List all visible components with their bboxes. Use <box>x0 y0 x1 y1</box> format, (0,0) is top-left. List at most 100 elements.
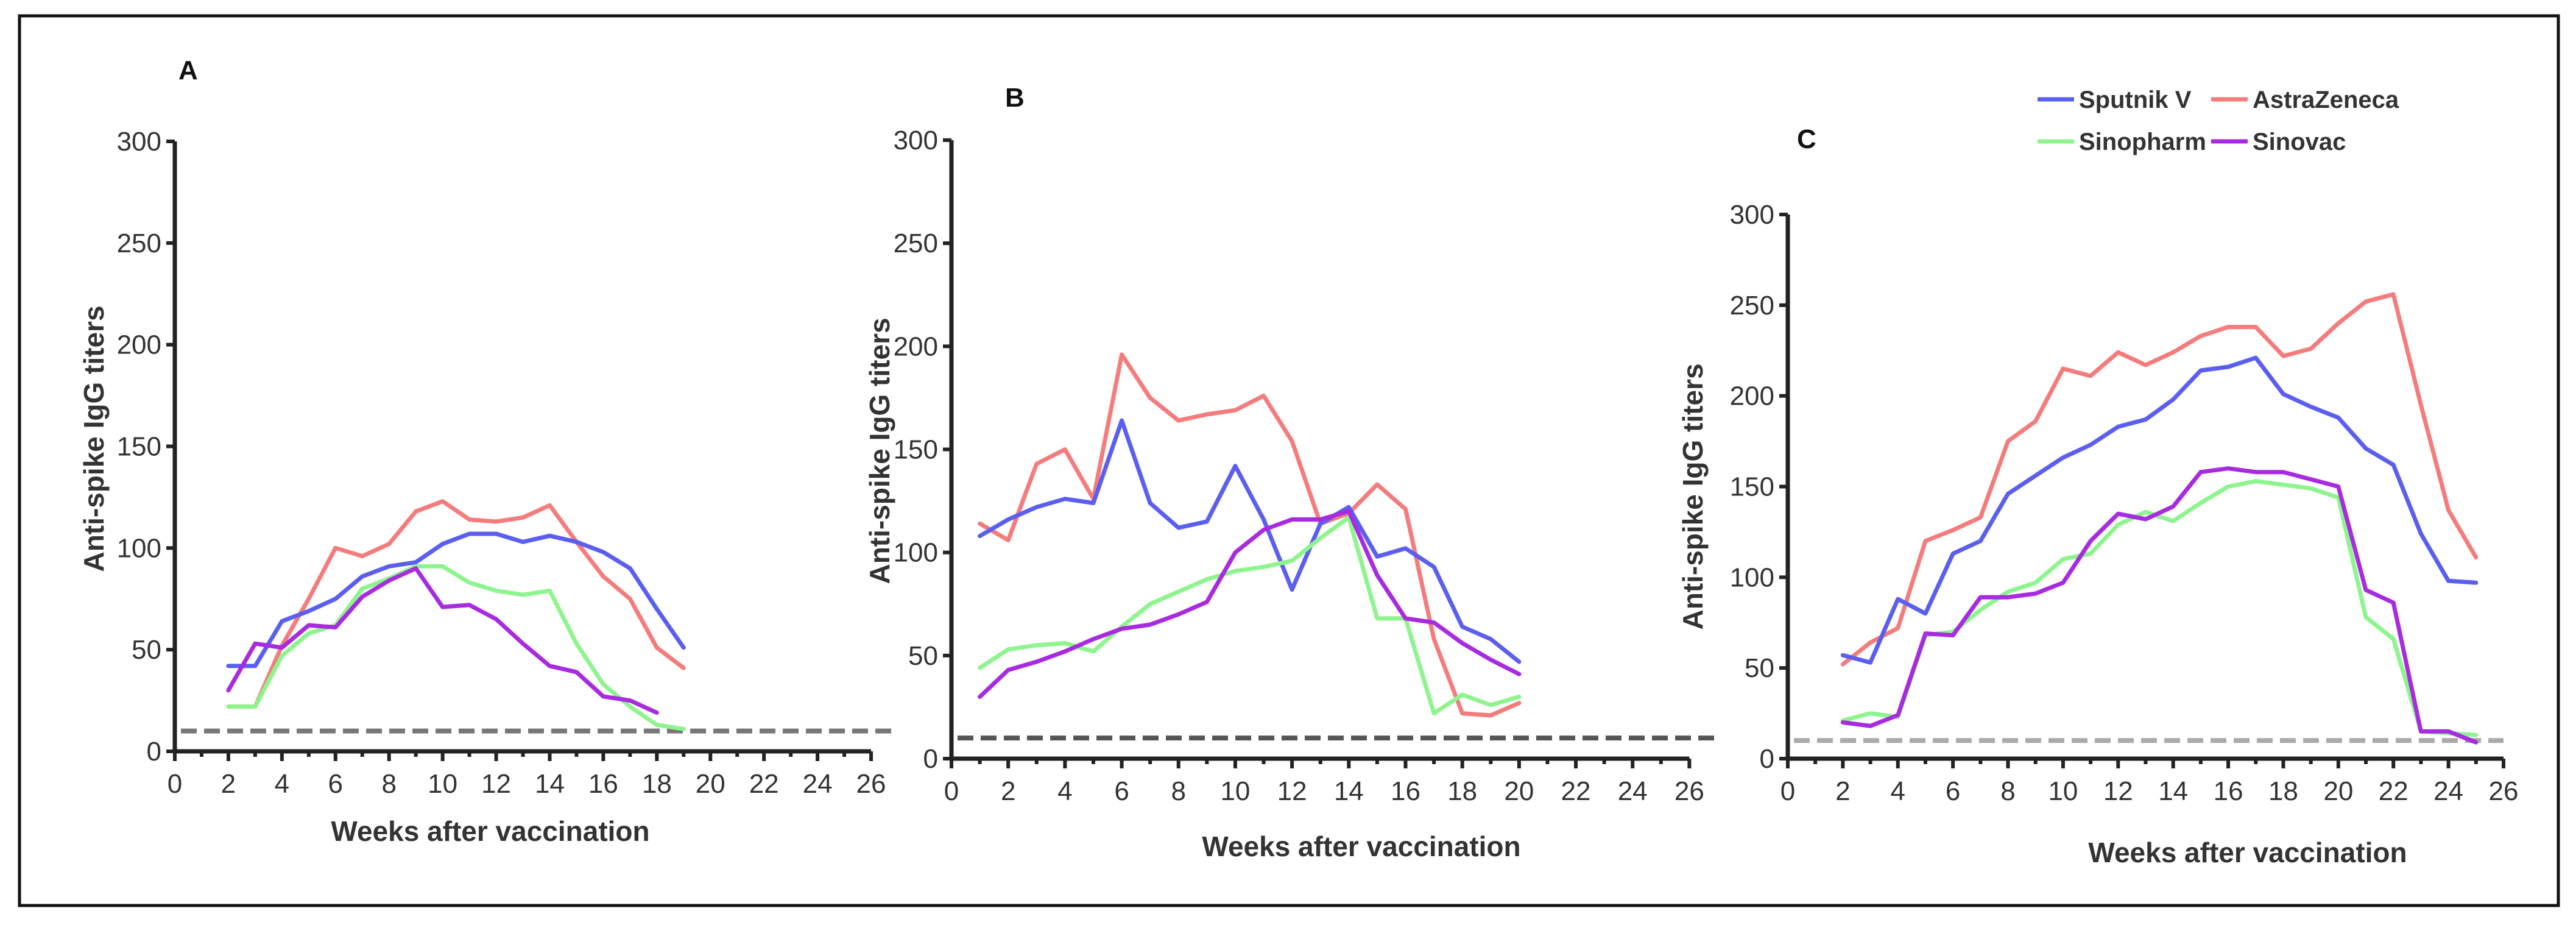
legend-item-astrazeneca: AstraZeneca <box>2211 87 2399 113</box>
x-axis-title: Weeks after vaccination <box>2088 837 2407 868</box>
series-line-sputnik-v <box>226 531 686 668</box>
legend-label: AstraZeneca <box>2253 87 2399 113</box>
x-tick-label: 20 <box>696 769 725 799</box>
x-tick-label: 0 <box>168 769 182 799</box>
x-tick-label: 6 <box>328 769 343 799</box>
y-tick-label: 100 <box>1730 562 1774 592</box>
x-tick-label: 14 <box>535 769 565 799</box>
x-tick-label: 0 <box>1780 776 1795 806</box>
x-tick-label: 8 <box>2000 776 2015 806</box>
series-line-astrazeneca <box>1840 292 2479 667</box>
y-tick-label: 50 <box>132 635 161 665</box>
legend: Sputnik V AstraZeneca Sinopharm Sinovac <box>2038 87 2399 155</box>
legend-label: Sinopharm <box>2079 129 2206 155</box>
x-tick-label: 26 <box>2489 776 2519 806</box>
x-tick-label: 24 <box>803 769 833 799</box>
x-tick-label: 18 <box>642 769 672 799</box>
y-tick-label: 100 <box>117 533 161 563</box>
x-tick-label: 6 <box>1114 776 1129 806</box>
panel-label: B <box>1005 83 1025 113</box>
x-tick-label: 22 <box>1561 776 1591 806</box>
panel-label: A <box>178 55 198 85</box>
x-tick-label: 24 <box>2433 776 2463 806</box>
x-tick-label: 2 <box>1835 776 1850 806</box>
x-tick-label: 16 <box>588 769 618 799</box>
y-tick-label: 0 <box>1760 744 1774 774</box>
y-tick-label: 0 <box>923 744 938 774</box>
y-tick-label: 100 <box>894 538 938 568</box>
x-axis-title: Weeks after vaccination <box>1202 831 1520 862</box>
x-tick-label: 4 <box>275 769 289 799</box>
series-line-sputnik-v <box>978 418 1522 664</box>
y-tick-label: 250 <box>1730 291 1774 321</box>
legend-item-sinovac: Sinovac <box>2211 129 2346 155</box>
y-tick-label: 200 <box>117 330 161 360</box>
x-tick-label: 20 <box>2323 776 2353 806</box>
x-tick-label: 14 <box>2158 776 2188 806</box>
y-tick-label: 250 <box>117 229 161 258</box>
x-tick-label: 10 <box>2048 776 2078 806</box>
y-tick-label: 200 <box>1730 381 1774 411</box>
y-tick-label: 0 <box>147 737 161 767</box>
series-line-astrazeneca <box>226 499 686 709</box>
x-tick-label: 22 <box>749 769 779 799</box>
y-tick-label: 150 <box>894 435 938 465</box>
x-tick-label: 10 <box>428 769 457 799</box>
series-line-sputnik-v <box>1840 355 2479 665</box>
y-axis-title: Anti-spike IgG titers <box>78 305 110 572</box>
x-tick-label: 4 <box>1057 776 1072 806</box>
x-tick-label: 10 <box>1220 776 1250 806</box>
x-tick-label: 16 <box>1391 776 1420 806</box>
x-tick-label: 12 <box>1277 776 1307 806</box>
x-tick-label: 20 <box>1504 776 1534 806</box>
series-line-sinovac <box>226 566 659 715</box>
y-tick-label: 200 <box>894 331 938 361</box>
series-line-astrazeneca <box>978 352 1522 718</box>
series-line-sinopharm <box>226 564 686 731</box>
x-tick-label: 14 <box>1334 776 1364 806</box>
x-tick-label: 12 <box>2103 776 2133 806</box>
x-tick-label: 2 <box>1001 776 1015 806</box>
x-tick-label: 12 <box>481 769 511 799</box>
x-axis-title: Weeks after vaccination <box>331 815 649 847</box>
y-tick-label: 300 <box>894 126 938 155</box>
x-tick-label: 2 <box>221 769 236 799</box>
y-tick-label: 50 <box>1745 653 1774 683</box>
x-tick-label: 16 <box>2214 776 2243 806</box>
y-tick-label: 150 <box>117 432 161 462</box>
legend-item-sputnik-v: Sputnik V <box>2038 87 2192 113</box>
y-axis-title: Anti-spike IgG titers <box>864 317 895 584</box>
x-tick-label: 24 <box>1618 776 1648 806</box>
x-tick-label: 26 <box>856 769 886 799</box>
x-tick-label: 8 <box>381 769 396 799</box>
legend-label: Sputnik V <box>2079 87 2192 113</box>
x-tick-label: 18 <box>1447 776 1477 806</box>
series-line-sinopharm <box>978 515 1522 716</box>
y-axis-title: Anti-spike IgG titers <box>1677 363 1709 629</box>
y-tick-label: 300 <box>117 127 161 157</box>
x-tick-label: 4 <box>1891 776 1905 806</box>
legend-item-sinopharm: Sinopharm <box>2038 129 2206 155</box>
x-tick-label: 18 <box>2268 776 2298 806</box>
y-tick-label: 300 <box>1730 200 1774 230</box>
x-tick-label: 8 <box>1171 776 1185 806</box>
x-tick-label: 22 <box>2379 776 2408 806</box>
y-tick-label: 250 <box>894 229 938 258</box>
figure-frame <box>18 14 2560 907</box>
x-tick-label: 6 <box>1946 776 1960 806</box>
x-tick-label: 26 <box>1674 776 1704 806</box>
panel-label: C <box>1797 124 1816 154</box>
series-line-sinovac <box>1840 466 2479 745</box>
y-tick-label: 50 <box>908 641 938 671</box>
x-tick-label: 0 <box>944 776 959 806</box>
series-line-sinopharm <box>1840 479 2479 737</box>
legend-label: Sinovac <box>2253 129 2346 155</box>
series-line-sinovac <box>978 509 1522 699</box>
